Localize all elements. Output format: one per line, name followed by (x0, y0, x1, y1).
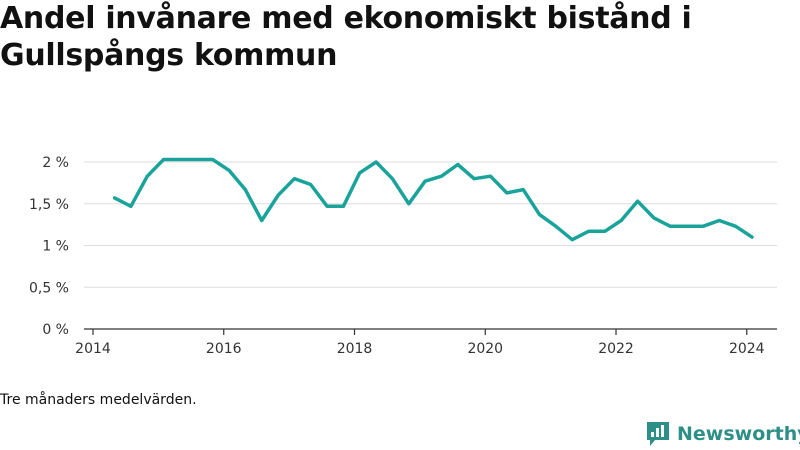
x-tick-label: 2014 (75, 341, 111, 357)
x-tick-label: 2024 (729, 341, 765, 357)
x-tick-label: 2018 (337, 341, 373, 357)
y-tick-label: 2 % (42, 155, 69, 171)
x-tick-label: 2016 (206, 341, 242, 357)
newsworthy-logo-icon (647, 422, 669, 446)
y-tick-label: 1,5 % (29, 197, 69, 213)
x-tick-label: 2020 (467, 341, 503, 357)
x-axis: 2014 2016 2018 2020 2022 2024 (75, 328, 777, 357)
y-tick-label: 0,5 % (29, 280, 69, 296)
line-chart: 0 % 0,5 % 1 % 1,5 % 2 % 2014 2016 2018 2020 2022… (29, 155, 777, 357)
grid-layer (84, 161, 777, 288)
chart-caption: Tre månaders medelvärden. (0, 392, 197, 408)
y-tick-label: 1 % (42, 239, 69, 255)
x-tick-label: 2022 (598, 341, 634, 357)
y-axis: 0 % 0,5 % 1 % 1,5 % 2 % (29, 155, 69, 338)
series-line (112, 157, 754, 242)
y-tick-label: 0 % (42, 322, 69, 338)
brand-name: Newsworthy (677, 423, 800, 445)
brand-logo[interactable]: Newsworthy (645, 420, 800, 448)
chart-title: Andel invånare med ekonomiskt bistånd i … (0, 1, 692, 73)
series-layer (112, 157, 754, 242)
